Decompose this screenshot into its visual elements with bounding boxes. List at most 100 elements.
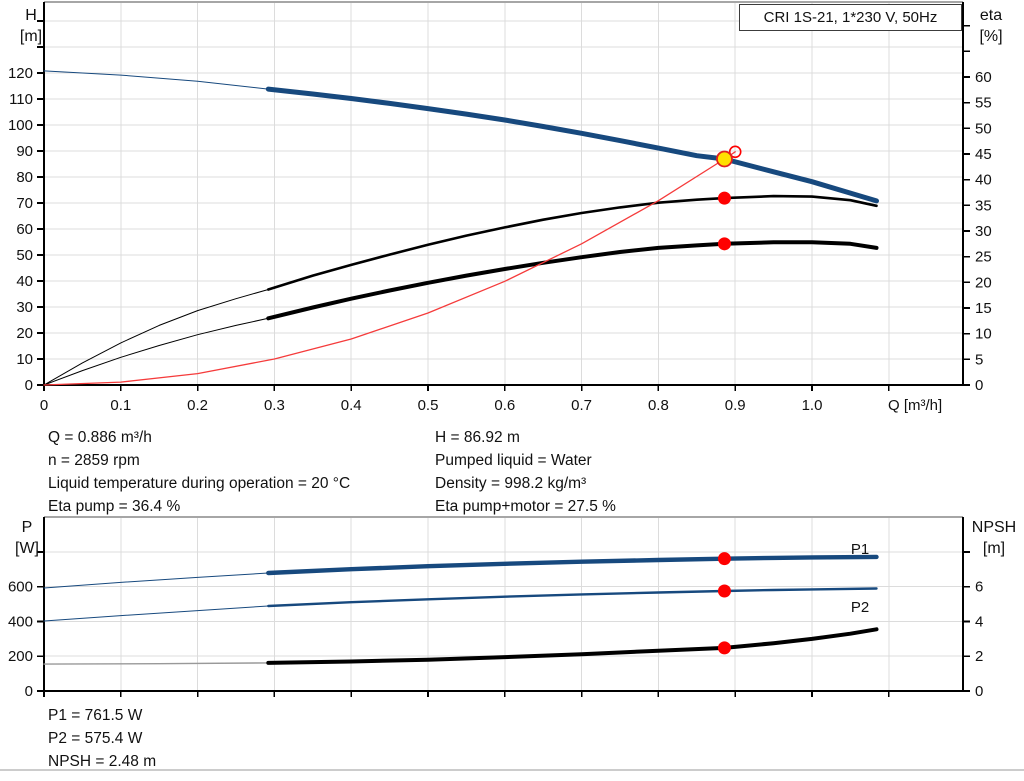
system-end-marker bbox=[728, 145, 742, 159]
svg-text:5: 5 bbox=[975, 351, 983, 368]
svg-text:45: 45 bbox=[975, 146, 992, 163]
power-stats: P1 = 761.5 W P2 = 575.4 W NPSH = 2.48 m bbox=[48, 704, 156, 773]
power-npsh-chart-ticks: 0 200 400 600 0 2 4 6 bbox=[8, 551, 983, 700]
svg-text:0: 0 bbox=[40, 397, 48, 414]
operating-stats-left: Q = 0.886 m³/h n = 2859 rpm Liquid tempe… bbox=[48, 426, 350, 518]
operating-stats-right: H = 86.92 m Pumped liquid = Water Densit… bbox=[435, 426, 616, 518]
qh-eta-chart-ticks: 0 0.1 0.2 0.3 0.4 0.5 0.6 0.7 0.8 0.9 1.0 0 10 20 30 40… bbox=[8, 20, 992, 414]
stat-flow: Q = 0.886 m³/h bbox=[48, 429, 152, 446]
npsh-preview bbox=[43, 662, 269, 665]
eta-axis-unit-line2: [%] bbox=[979, 28, 1003, 45]
svg-text:0.6: 0.6 bbox=[494, 397, 515, 414]
svg-text:35: 35 bbox=[975, 197, 992, 214]
stat-eta-pump-motor: Eta pump+motor = 27.5 % bbox=[435, 498, 616, 515]
svg-text:55: 55 bbox=[975, 95, 992, 112]
svg-text:4: 4 bbox=[975, 613, 983, 630]
svg-text:120: 120 bbox=[8, 65, 33, 82]
qh-eta-chart-frame bbox=[43, 1, 964, 386]
eta-pump-op-marker bbox=[717, 191, 731, 205]
p1-curve bbox=[266, 554, 879, 576]
npsh-curve bbox=[266, 627, 879, 665]
stat-pumped-liquid: Pumped liquid = Water bbox=[435, 452, 592, 469]
eta-pump-motor-curve bbox=[266, 240, 879, 321]
stat-p1: P1 = 761.5 W bbox=[48, 707, 143, 724]
p-axis-unit-line1: P bbox=[21, 519, 33, 536]
h-curve bbox=[265, 86, 879, 204]
stat-speed: n = 2859 rpm bbox=[48, 452, 140, 469]
eta-axis-unit: eta [%] bbox=[968, 5, 1014, 47]
svg-text:25: 25 bbox=[975, 249, 992, 266]
stat-p2: P2 = 575.4 W bbox=[48, 730, 143, 747]
svg-text:30: 30 bbox=[16, 299, 33, 316]
svg-text:50: 50 bbox=[975, 120, 992, 137]
svg-text:0.4: 0.4 bbox=[341, 397, 362, 414]
pump-title-box: CRI 1S-21, 1*230 V, 50Hz bbox=[739, 4, 962, 31]
eta-pump-motor-preview bbox=[43, 317, 269, 386]
svg-text:2: 2 bbox=[975, 648, 983, 665]
eta-pump-preview bbox=[43, 289, 269, 386]
h-axis-unit: H [m] bbox=[10, 5, 52, 47]
stat-liquid-temperature: Liquid temperature during operation = 20… bbox=[48, 475, 351, 492]
eta-pump-motor-op-marker bbox=[717, 237, 731, 251]
npsh-op-marker bbox=[717, 641, 731, 655]
svg-text:0.5: 0.5 bbox=[418, 397, 439, 414]
stat-npsh: NPSH = 2.48 m bbox=[48, 753, 157, 770]
h-axis-unit-line1: H bbox=[25, 7, 37, 24]
svg-text:0.3: 0.3 bbox=[264, 397, 285, 414]
system-curve bbox=[43, 151, 736, 386]
svg-text:6: 6 bbox=[975, 579, 983, 596]
svg-text:0.9: 0.9 bbox=[725, 397, 746, 414]
npsh-axis-unit-line1: NPSH bbox=[971, 519, 1017, 536]
svg-text:10: 10 bbox=[16, 351, 33, 368]
svg-text:0.7: 0.7 bbox=[571, 397, 592, 414]
svg-text:0.8: 0.8 bbox=[648, 397, 669, 414]
npsh-axis-unit: NPSH [m] bbox=[966, 517, 1022, 559]
p1-curve-label: P1 bbox=[851, 541, 869, 558]
eta-axis-unit-line1: eta bbox=[979, 7, 1003, 24]
pump-title: CRI 1S-21, 1*230 V, 50Hz bbox=[763, 9, 938, 26]
p1-preview bbox=[43, 572, 269, 589]
svg-text:0.2: 0.2 bbox=[187, 397, 208, 414]
svg-text:60: 60 bbox=[16, 221, 33, 238]
svg-text:0: 0 bbox=[975, 377, 983, 394]
p-axis-unit-line2: [W] bbox=[15, 540, 39, 557]
svg-text:0: 0 bbox=[25, 683, 33, 700]
p2-op-marker bbox=[717, 584, 731, 598]
svg-text:200: 200 bbox=[8, 648, 33, 665]
svg-text:0: 0 bbox=[975, 683, 983, 700]
svg-text:10: 10 bbox=[975, 326, 992, 343]
stat-head: H = 86.92 m bbox=[435, 429, 520, 446]
stat-eta-pump: Eta pump = 36.4 % bbox=[48, 498, 181, 515]
eta-pump-curve bbox=[267, 194, 878, 291]
duty-point-marker bbox=[716, 150, 733, 168]
p-axis-unit: P [W] bbox=[6, 517, 48, 559]
power-npsh-chart-grid bbox=[44, 517, 963, 691]
svg-text:40: 40 bbox=[16, 273, 33, 290]
p2-curve-label: P2 bbox=[851, 599, 869, 616]
power-npsh-chart-frame bbox=[43, 516, 964, 692]
svg-text:15: 15 bbox=[975, 300, 992, 317]
bottom-divider bbox=[0, 769, 1024, 771]
h-axis-unit-line2: [m] bbox=[19, 28, 43, 45]
h-curve-preview bbox=[43, 70, 269, 90]
svg-text:0: 0 bbox=[25, 377, 33, 394]
svg-text:400: 400 bbox=[8, 613, 33, 630]
svg-text:40: 40 bbox=[975, 172, 992, 189]
qh-eta-chart-grid bbox=[44, 2, 963, 385]
svg-text:20: 20 bbox=[16, 325, 33, 342]
svg-text:0.1: 0.1 bbox=[110, 397, 131, 414]
power-npsh-chart: 0 200 400 600 0 2 4 6 P1 P2 bbox=[8, 516, 983, 700]
svg-text:20: 20 bbox=[975, 274, 992, 291]
p2-curve bbox=[267, 587, 878, 608]
svg-text:90: 90 bbox=[16, 143, 33, 160]
svg-text:70: 70 bbox=[16, 195, 33, 212]
svg-text:30: 30 bbox=[975, 223, 992, 240]
q-axis-label: Q [m³/h] bbox=[888, 397, 942, 414]
svg-text:60: 60 bbox=[975, 69, 992, 86]
svg-text:50: 50 bbox=[16, 247, 33, 264]
svg-text:600: 600 bbox=[8, 579, 33, 596]
svg-text:80: 80 bbox=[16, 169, 33, 186]
stat-density: Density = 998.2 kg/m³ bbox=[435, 475, 587, 492]
p2-preview bbox=[43, 605, 269, 622]
